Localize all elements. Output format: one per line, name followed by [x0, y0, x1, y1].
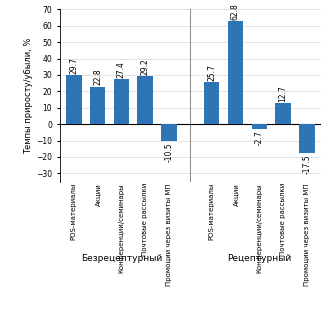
Text: 29.7: 29.7 [69, 57, 78, 74]
Text: 62.8: 62.8 [231, 3, 240, 20]
Bar [275, 103, 291, 124]
Y-axis label: Темпы приросту/убыли, %: Темпы приросту/убыли, % [24, 37, 33, 154]
Bar [90, 87, 105, 124]
Text: Безрецептурный: Безрецептурный [81, 254, 162, 263]
Text: 25.7: 25.7 [207, 64, 216, 81]
Text: -10.5: -10.5 [165, 143, 173, 162]
Text: 22.8: 22.8 [93, 69, 102, 85]
Bar [161, 124, 177, 141]
Text: Рецептурный: Рецептурный [227, 254, 291, 263]
Bar [204, 82, 219, 124]
Text: 12.7: 12.7 [278, 85, 288, 102]
Bar [228, 21, 243, 124]
Bar [137, 76, 153, 124]
Text: -2.7: -2.7 [255, 130, 264, 145]
Bar [252, 124, 267, 129]
Bar [66, 75, 81, 124]
Bar [299, 124, 314, 153]
Text: 27.4: 27.4 [117, 61, 126, 78]
Bar [114, 79, 129, 124]
Text: -17.5: -17.5 [302, 154, 311, 174]
Text: 29.2: 29.2 [141, 58, 150, 75]
